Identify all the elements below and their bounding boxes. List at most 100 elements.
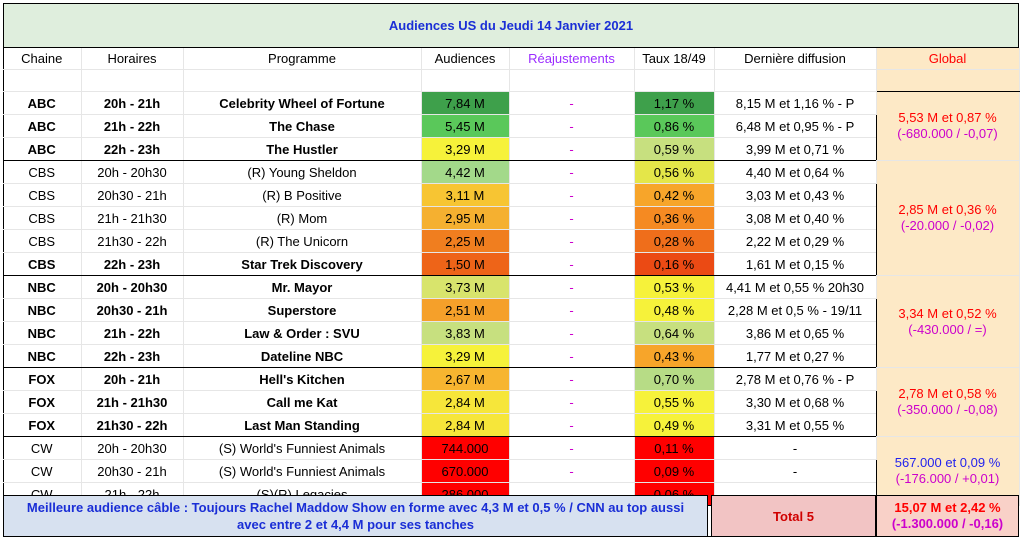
cell-programme: The Chase [183,114,422,138]
cell-derniere-diffusion: 3,86 M et 0,65 % [714,321,877,345]
cell-horaires: 21h - 21h30 [81,206,184,230]
cell-horaires: 22h - 23h [81,137,184,161]
cell-taux: 0,09 % [634,459,715,483]
cell-derniere-diffusion: 4,40 M et 0,64 % [714,160,877,184]
cell-chaine: CBS [3,252,82,276]
cell-taux: 0,49 % [634,413,715,437]
cell-programme: (R) The Unicorn [183,229,422,253]
global-abc-line1: 5,53 M et 0,87 % [898,110,997,125]
global-abc: 5,53 M et 0,87 % (-680.000 / -0,07) [875,91,1020,161]
cell-taux: 0,70 % [634,367,715,391]
cell-horaires: 21h30 - 22h [81,413,184,437]
cell-chaine: NBC [3,275,82,299]
cell-chaine: FOX [3,367,82,391]
cell-audiences: 7,84 M [421,91,510,115]
cell-audiences: 3,11 M [421,183,510,207]
page-title: Audiences US du Jeudi 14 Janvier 2021 [3,3,1019,48]
cell-chaine: CBS [3,229,82,253]
cell-audiences: 744.000 [421,436,510,460]
table-row: CBS 21h - 21h30 (R) Mom 2,95 M -0,36 % 3,08 M… [3,206,1019,230]
cell-chaine: NBC [3,321,82,345]
cell-programme: Celebrity Wheel of Fortune [183,91,422,115]
cell-audiences: 2,84 M [421,413,510,437]
header-chaine: Chaine [3,48,82,70]
global-fox-line2: (-350.000 / -0,08) [897,402,998,417]
table-row: NBC 21h - 22h Law & Order : SVU 3,83 M -0,64… [3,321,1019,345]
cell-chaine: CW [3,459,82,483]
cell-audiences: 2,67 M [421,367,510,391]
cell-programme: Last Man Standing [183,413,422,437]
cell-horaires: 20h30 - 21h [81,298,184,322]
cell-chaine: ABC [3,114,82,138]
cell-reajustements: - [509,160,635,184]
cell-horaires: 20h - 21h [81,367,184,391]
cell-taux: 0,48 % [634,298,715,322]
cell-programme: Dateline NBC [183,344,422,368]
table-row: FOX 20h - 21h Hell's Kitchen 2,67 M -0,70 % 2… [3,367,1020,437]
header-derniere-diffusion: Dernière diffusion [714,48,877,70]
cell-derniere-diffusion: 3,99 M et 0,71 % [714,137,877,161]
cell-taux: 0,42 % [634,183,715,207]
table-row: ABC 20h - 21h Celebrity Wheel of Fortune 7,… [3,91,1020,161]
spacer-row [3,69,1020,92]
cell-reajustements: - [509,114,635,138]
cell-chaine: FOX [3,413,82,437]
cell-taux: 1,17 % [634,91,715,115]
table-row: CW 20h - 20h30 (S) World's Funniest Animal… [3,436,1020,506]
table-row: CBS 21h30 - 22h (R) The Unicorn 2,25 M -0,28… [3,229,1019,253]
cell-audiences: 5,45 M [421,114,510,138]
cell-audiences: 4,42 M [421,160,510,184]
table-row: NBC 20h - 20h30 Mr. Mayor 3,73 M -0,53 % 4,41… [3,275,1020,368]
cell-horaires: 22h - 23h [81,252,184,276]
cell-chaine: ABC [3,91,82,115]
cell-horaires: 20h - 20h30 [81,160,184,184]
cell-derniere-diffusion: 3,30 M et 0,68 % [714,390,877,414]
cell-taux: 0,56 % [634,160,715,184]
cell-programme: Law & Order : SVU [183,321,422,345]
table-row: ABC 21h - 22h The Chase 5,45 M -0,86 % 6,48 M… [3,114,1019,138]
cell-reajustements: - [509,183,635,207]
cell-derniere-diffusion: - [714,436,877,460]
cell-taux: 0,64 % [634,321,715,345]
cell-programme: Hell's Kitchen [183,367,422,391]
cable-note: Meilleure audience câble : Toujours Rach… [3,495,708,537]
global-nbc-line1: 3,34 M et 0,52 % [898,305,997,321]
cell-audiences: 2,25 M [421,229,510,253]
cell-chaine: NBC [3,344,82,368]
table-row: CBS 20h - 20h30 (R) Young Sheldon 4,42 M -0,… [3,160,1020,276]
cell-programme: (R) Young Sheldon [183,160,422,184]
table-row: NBC 20h30 - 21h Superstore 2,51 M -0,48 % 2,2… [3,298,1019,322]
cell-reajustements: - [509,252,635,276]
cell-taux: 0,16 % [634,252,715,276]
cell-audiences: 3,29 M [421,344,510,368]
cell-reajustements: - [509,459,635,483]
cell-audiences: 2,95 M [421,206,510,230]
table-row: FOX 21h - 21h30 Call me Kat 2,84 M -0,55 % 3,… [3,390,1019,414]
cell-programme: The Hustler [183,137,422,161]
cell-derniere-diffusion: 1,61 M et 0,15 % [714,252,877,276]
cell-horaires: 20h - 21h [81,91,184,115]
cell-audiences: 670.000 [421,459,510,483]
cell-reajustements: - [509,137,635,161]
cell-taux: 0,43 % [634,344,715,368]
cell-audiences: 3,73 M [421,275,510,299]
global-abc-line2: (-680.000 / -0,07) [897,126,998,141]
global-cbs-line2: (-20.000 / -0,02) [900,218,995,233]
table-row: CBS 22h - 23h Star Trek Discovery 1,50 M -0,… [3,252,1019,276]
cell-reajustements: - [509,367,635,391]
cell-audiences: 3,29 M [421,137,510,161]
header-programme: Programme [183,48,422,70]
header-row: Chaine Horaires Programme Audiences Réaj… [3,48,1020,70]
cell-taux: 0,59 % [634,137,715,161]
cell-programme: (S) World's Funniest Animals [183,436,422,460]
cell-derniere-diffusion: 8,15 M et 1,16 % - P [714,91,877,115]
cell-derniere-diffusion: 1,77 M et 0,27 % [714,344,877,368]
cell-programme: Star Trek Discovery [183,252,422,276]
global-cbs: 2,85 M et 0,36 % (-20.000 / -0,02) [875,160,1020,276]
cell-taux: 0,53 % [634,275,715,299]
cell-chaine: ABC [3,137,82,161]
total-global-line2: (-1.300.000 / -0,16) [891,516,1004,531]
cell-reajustements: - [509,321,635,345]
cell-derniere-diffusion: 2,78 M et 0,76 % - P [714,367,877,391]
cell-programme: (R) B Positive [183,183,422,207]
